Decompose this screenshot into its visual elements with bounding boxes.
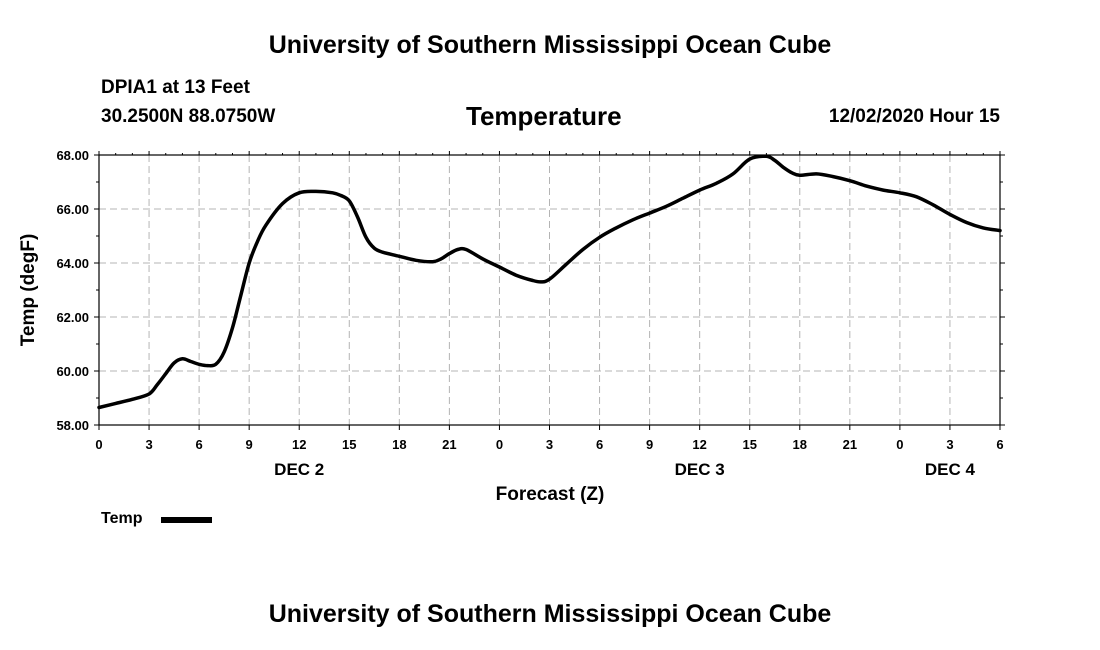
y-tick-label: 64.00: [56, 256, 89, 271]
x-tick-label: 0: [896, 437, 903, 452]
chart-title: Temperature: [466, 101, 622, 131]
footer-title: University of Southern Mississippi Ocean…: [268, 600, 832, 628]
station-label: DPIA1 at 13 Feet: [101, 77, 250, 98]
y-tick-label: 60.00: [56, 364, 89, 379]
x-axis-label: Forecast (Z): [496, 484, 605, 505]
y-tick-label: 66.00: [56, 202, 89, 217]
x-tick-label: 9: [246, 437, 253, 452]
x-tick-label: 3: [946, 437, 953, 452]
x-tick-label: 6: [996, 437, 1003, 452]
y-axis-label: Temp (degF): [18, 234, 39, 347]
x-tick-label: 21: [442, 437, 456, 452]
y-tick-label: 62.00: [56, 310, 89, 325]
plot-frame: [98, 154, 1001, 426]
y-tick-label: 58.00: [56, 418, 89, 433]
x-tick-label: 15: [342, 437, 356, 452]
series: [97, 154, 1002, 410]
x-tick-label: 12: [292, 437, 306, 452]
date-label: DEC 2: [274, 460, 324, 479]
x-tick-label: 3: [546, 437, 553, 452]
x-tick-label: 12: [692, 437, 706, 452]
x-tick-label: 21: [843, 437, 857, 452]
x-tick-label: 0: [496, 437, 503, 452]
legend-label: Temp: [101, 510, 143, 527]
date-label: DEC 4: [925, 460, 976, 479]
x-tick-label: 9: [646, 437, 653, 452]
date-label: DEC 3: [675, 460, 725, 479]
axes: 58.00 60.00 62.00 64.00 66.00 68.00 0 3 6 9 12 15 18…: [56, 148, 1005, 479]
x-tick-label: 15: [742, 437, 756, 452]
y-tick-label: 68.00: [56, 148, 89, 163]
grid: [99, 155, 1000, 425]
coordinates-label: 30.2500N 88.0750W: [101, 106, 276, 127]
x-tick-label: 3: [145, 437, 152, 452]
page-title: University of Southern Mississippi Ocean…: [268, 31, 832, 59]
x-tick-label: 6: [195, 437, 202, 452]
x-tick-label: 18: [392, 437, 406, 452]
x-tick-label: 0: [95, 437, 102, 452]
x-tick-label: 6: [596, 437, 603, 452]
series-line-temp: [97, 154, 1002, 410]
x-tick-label: 18: [793, 437, 807, 452]
datetime-label: 12/02/2020 Hour 15: [828, 106, 1000, 127]
legend-swatch: [161, 517, 212, 523]
